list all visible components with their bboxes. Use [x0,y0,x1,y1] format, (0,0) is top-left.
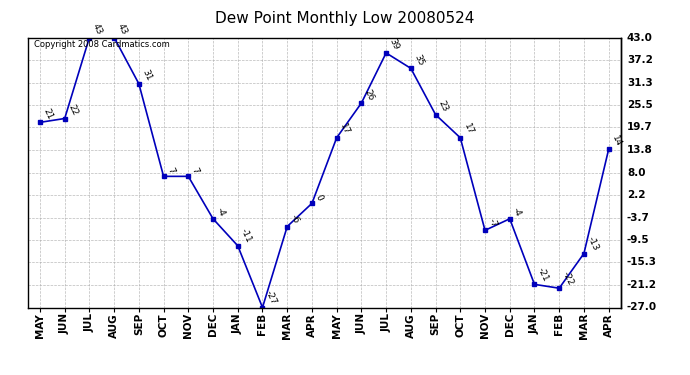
Text: -27.0: -27.0 [627,303,657,312]
Text: Copyright 2008 Cardmatics.com: Copyright 2008 Cardmatics.com [34,40,169,49]
Text: 17: 17 [338,122,351,136]
Text: -4: -4 [215,206,226,218]
Text: 7: 7 [190,166,200,175]
Text: -6: -6 [288,213,301,225]
Text: -21: -21 [536,266,550,283]
Text: 39: 39 [388,38,400,51]
Text: -21.2: -21.2 [627,280,657,290]
Text: 8.0: 8.0 [627,168,645,177]
Text: -3.7: -3.7 [627,213,650,223]
Text: 7: 7 [165,166,175,175]
Text: 26: 26 [363,88,376,102]
Text: 14: 14 [610,134,623,148]
Text: Dew Point Monthly Low 20080524: Dew Point Monthly Low 20080524 [215,11,475,26]
Text: 25.5: 25.5 [627,100,653,110]
Text: 22: 22 [66,103,79,117]
Text: 2.2: 2.2 [627,190,645,200]
Text: 43.0: 43.0 [627,33,653,42]
Text: -9.5: -9.5 [627,235,649,245]
Text: 23: 23 [437,99,450,113]
Text: -27: -27 [264,289,278,306]
Text: 19.7: 19.7 [627,122,653,132]
Text: 31.3: 31.3 [627,78,653,88]
Text: 0: 0 [313,193,324,202]
Text: 37.2: 37.2 [627,55,653,65]
Text: -15.3: -15.3 [627,257,657,267]
Text: -7: -7 [486,217,498,229]
Text: 43: 43 [91,22,103,36]
Text: 13.8: 13.8 [627,145,653,155]
Text: 35: 35 [412,53,425,67]
Text: -13: -13 [585,235,600,252]
Text: 17: 17 [462,122,475,136]
Text: 31: 31 [140,68,153,82]
Text: -11: -11 [239,227,253,244]
Text: 21: 21 [41,107,55,121]
Text: -4: -4 [511,206,523,218]
Text: -22: -22 [560,270,575,287]
Text: 43: 43 [115,22,128,36]
